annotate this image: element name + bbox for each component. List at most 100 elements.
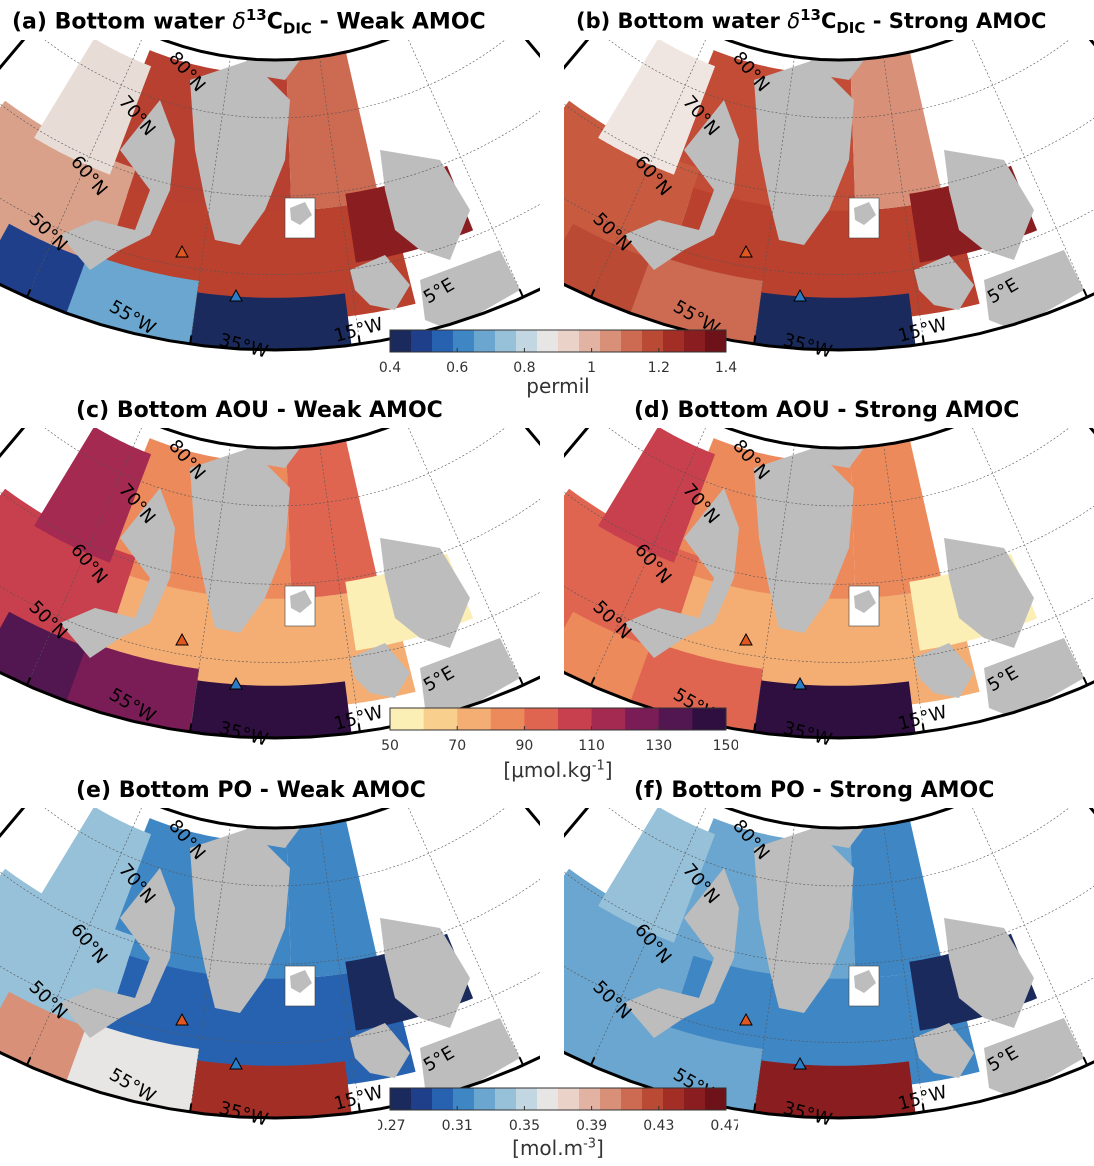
field-northwest (598, 808, 716, 943)
colorbar-tick-label: 0.8 (513, 360, 535, 376)
scandinavia-land (380, 918, 470, 1028)
colorbar-tick-label: 0.31 (442, 1118, 473, 1134)
colorbar-swatch (411, 1088, 433, 1110)
colorbar-swatch (390, 708, 425, 730)
greenland-land (754, 448, 854, 633)
graticule-longitude (753, 444, 795, 733)
canada-land (60, 100, 175, 270)
colorbar-border (389, 1087, 727, 1111)
colorbar-swatch (490, 708, 525, 730)
colorbar-swatch (524, 708, 559, 730)
colorbar-swatch (579, 330, 601, 352)
field-blob-2 (66, 641, 200, 733)
colorbar-swatch (516, 330, 538, 352)
iceland-land (854, 970, 876, 993)
colorbar-swatch (453, 1088, 475, 1110)
colorbar-swatch (411, 330, 433, 352)
graticule-longitude (968, 40, 1088, 298)
lon-tick (518, 288, 525, 298)
colorbar-d13c: 0.4 0.6 0.8 1 1.2 1.4 (379, 329, 737, 376)
lon-tick (589, 1056, 596, 1066)
panel-title-c: (c) Bottom AOU - Weak AMOC (76, 398, 443, 423)
map-panel-d: 80°N70°N60°N50°N55°W35°W 15°W5°E (564, 428, 1094, 751)
graticule-longitude (753, 824, 795, 1113)
lon-tick (1082, 1056, 1089, 1066)
graticule-longitude (319, 444, 361, 733)
graticule-latitude (564, 917, 1094, 1043)
europe-land (914, 1023, 974, 1078)
panel-title-e: (e) Bottom PO - Weak AMOC (76, 778, 426, 803)
graticule-longitude (404, 428, 524, 686)
greenland-land (190, 448, 290, 633)
graticule-latitude (31, 40, 519, 119)
colorbar-swatch (642, 1088, 664, 1110)
field-blob-3 (754, 1060, 916, 1118)
map-content (564, 40, 1094, 350)
colorbar-swatch (684, 330, 706, 352)
colorbar-swatch (663, 330, 685, 352)
colorbar-tick-label: 1.2 (648, 360, 670, 376)
colorbar-tick-label: 0.39 (576, 1118, 607, 1134)
lon-tick (357, 723, 361, 733)
colorbar-tick-label: 0.6 (446, 360, 468, 376)
map-panel-b: 80°N70°N60°N50°N55°W35°W 15°W5°E (564, 40, 1094, 363)
colorbar-swatch (658, 708, 693, 730)
graticule-longitude (404, 808, 524, 1066)
graticule-longitude (189, 56, 231, 345)
lon-tick (518, 676, 525, 686)
colorbar-aou-label: [μmol.kg-1] (503, 758, 613, 782)
field-northwest (34, 428, 152, 563)
lon-tick (589, 288, 596, 298)
scandinavia-land (944, 538, 1034, 648)
greenland-land (754, 60, 854, 245)
colorbar-tick-label: 0.43 (643, 1118, 674, 1134)
lon-tick (753, 723, 757, 733)
colorbar-swatch (558, 330, 580, 352)
station-triangle-orange (175, 632, 189, 646)
map-content (564, 428, 1094, 738)
colorbar-tick-label: 50 (381, 738, 399, 754)
scandinavia-land (944, 918, 1034, 1028)
station-triangle-orange (739, 244, 753, 258)
greenland-land (190, 828, 290, 1013)
colorbar-tick-label: 1.4 (715, 360, 737, 376)
colorbar-swatch (453, 330, 475, 352)
map-frame (0, 40, 540, 352)
graticule-longitude (968, 428, 1088, 686)
colorbar-swatch (663, 1088, 685, 1110)
colorbar-aou: 50 70 90 110 130 150 (381, 707, 738, 754)
iceland-land (290, 202, 312, 225)
panel-title-a: (a) Bottom water δ13CDIC - Weak AMOC (12, 6, 486, 38)
colorbar-tick-label: 150 (713, 738, 738, 754)
lon-tick (357, 335, 361, 345)
map-panel-e: 80°N70°N60°N50°N55°W35°W 15°W5°E (0, 808, 540, 1131)
iceland-land (290, 590, 312, 613)
colorbar-tick-label: 0.4 (379, 360, 401, 376)
colorbar-swatch (621, 330, 643, 352)
graticule-longitude (26, 40, 146, 298)
field-east (850, 820, 944, 979)
iceland-land (290, 970, 312, 993)
graticule-latitude (31, 808, 519, 887)
continent-land (420, 1018, 520, 1098)
europe-land (914, 643, 974, 698)
field-northwest (34, 808, 152, 943)
graticule-longitude (189, 444, 231, 733)
colorbar-tick-label: 0.47 (710, 1118, 738, 1134)
colorbar-swatch (474, 1088, 496, 1110)
lon-tick (189, 335, 193, 345)
europe-land (350, 255, 410, 310)
colorbar-swatch (600, 330, 622, 352)
lon-tick (189, 1103, 193, 1113)
colorbar-swatch (579, 1088, 601, 1110)
field-blob-2 (66, 253, 200, 345)
station-triangle-orange (175, 244, 189, 258)
map-content (0, 808, 540, 1118)
station-triangle-blue (229, 288, 243, 302)
europe-land (350, 1023, 410, 1078)
continent-land (420, 250, 520, 330)
graticule-latitude (0, 537, 540, 663)
scandinavia-land (944, 150, 1034, 260)
lon-tick (518, 1056, 525, 1066)
colorbar-swatch (642, 330, 664, 352)
